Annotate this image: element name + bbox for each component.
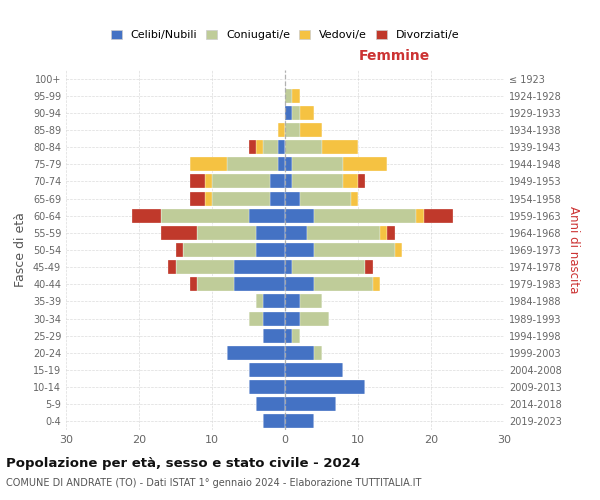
Bar — [212, 174, 271, 188]
Bar — [161, 208, 248, 222]
Bar — [285, 123, 299, 137]
Bar — [292, 328, 299, 342]
Bar — [190, 158, 227, 172]
Bar — [285, 140, 322, 154]
Bar — [285, 158, 292, 172]
Bar — [161, 226, 197, 240]
Bar — [205, 174, 212, 188]
Y-axis label: Fasce di età: Fasce di età — [14, 212, 27, 288]
Bar — [292, 88, 299, 102]
Bar — [176, 243, 183, 257]
Bar — [263, 140, 278, 154]
Bar — [285, 294, 299, 308]
Bar — [395, 243, 402, 257]
Bar — [256, 398, 285, 411]
Bar — [263, 294, 285, 308]
Bar — [292, 158, 343, 172]
Bar — [285, 260, 292, 274]
Bar — [299, 123, 322, 137]
Bar — [212, 192, 271, 205]
Bar — [387, 226, 395, 240]
Bar — [292, 106, 299, 120]
Bar — [299, 312, 329, 326]
Bar — [263, 414, 285, 428]
Bar — [299, 192, 351, 205]
Bar — [416, 208, 424, 222]
Bar — [350, 192, 358, 205]
Bar — [248, 208, 285, 222]
Bar — [197, 226, 256, 240]
Bar — [424, 208, 453, 222]
Bar — [314, 346, 322, 360]
Bar — [190, 192, 205, 205]
Bar — [358, 174, 365, 188]
Bar — [248, 140, 256, 154]
Bar — [176, 260, 234, 274]
Bar — [168, 260, 176, 274]
Bar — [278, 140, 285, 154]
Bar — [190, 278, 197, 291]
Bar — [285, 398, 336, 411]
Text: COMUNE DI ANDRATE (TO) - Dati ISTAT 1° gennaio 2024 - Elaborazione TUTTITALIA.IT: COMUNE DI ANDRATE (TO) - Dati ISTAT 1° g… — [6, 478, 421, 488]
Bar — [271, 192, 285, 205]
Bar — [285, 226, 307, 240]
Bar — [343, 158, 387, 172]
Bar — [314, 278, 373, 291]
Bar — [234, 260, 285, 274]
Bar — [227, 346, 285, 360]
Bar — [263, 328, 285, 342]
Bar — [285, 363, 343, 377]
Bar — [190, 174, 205, 188]
Text: Popolazione per età, sesso e stato civile - 2024: Popolazione per età, sesso e stato civil… — [6, 458, 360, 470]
Bar — [248, 380, 285, 394]
Bar — [292, 260, 365, 274]
Bar — [271, 174, 285, 188]
Bar — [314, 243, 395, 257]
Bar — [299, 294, 322, 308]
Bar — [197, 278, 234, 291]
Bar — [285, 312, 299, 326]
Bar — [285, 243, 314, 257]
Bar — [292, 174, 343, 188]
Bar — [248, 312, 263, 326]
Legend: Celibi/Nubili, Coniugati/e, Vedovi/e, Divorziati/e: Celibi/Nubili, Coniugati/e, Vedovi/e, Di… — [106, 25, 464, 44]
Bar — [285, 208, 314, 222]
Bar — [183, 243, 256, 257]
Bar — [278, 158, 285, 172]
Bar — [299, 106, 314, 120]
Bar — [256, 243, 285, 257]
Bar — [343, 174, 358, 188]
Bar — [256, 294, 263, 308]
Bar — [285, 88, 292, 102]
Bar — [322, 140, 358, 154]
Y-axis label: Anni di nascita: Anni di nascita — [567, 206, 580, 294]
Bar — [285, 328, 292, 342]
Bar — [285, 106, 292, 120]
Bar — [285, 174, 292, 188]
Bar — [373, 278, 380, 291]
Bar — [227, 158, 278, 172]
Bar — [285, 192, 299, 205]
Bar — [263, 312, 285, 326]
Bar — [234, 278, 285, 291]
Bar — [314, 208, 416, 222]
Bar — [256, 140, 263, 154]
Bar — [285, 278, 314, 291]
Bar — [285, 380, 365, 394]
Bar — [380, 226, 387, 240]
Bar — [256, 226, 285, 240]
Bar — [205, 192, 212, 205]
Bar — [285, 414, 314, 428]
Bar — [365, 260, 373, 274]
Bar — [132, 208, 161, 222]
Bar — [248, 363, 285, 377]
Bar — [307, 226, 380, 240]
Bar — [285, 346, 314, 360]
Bar — [278, 123, 285, 137]
Text: Femmine: Femmine — [359, 49, 430, 63]
